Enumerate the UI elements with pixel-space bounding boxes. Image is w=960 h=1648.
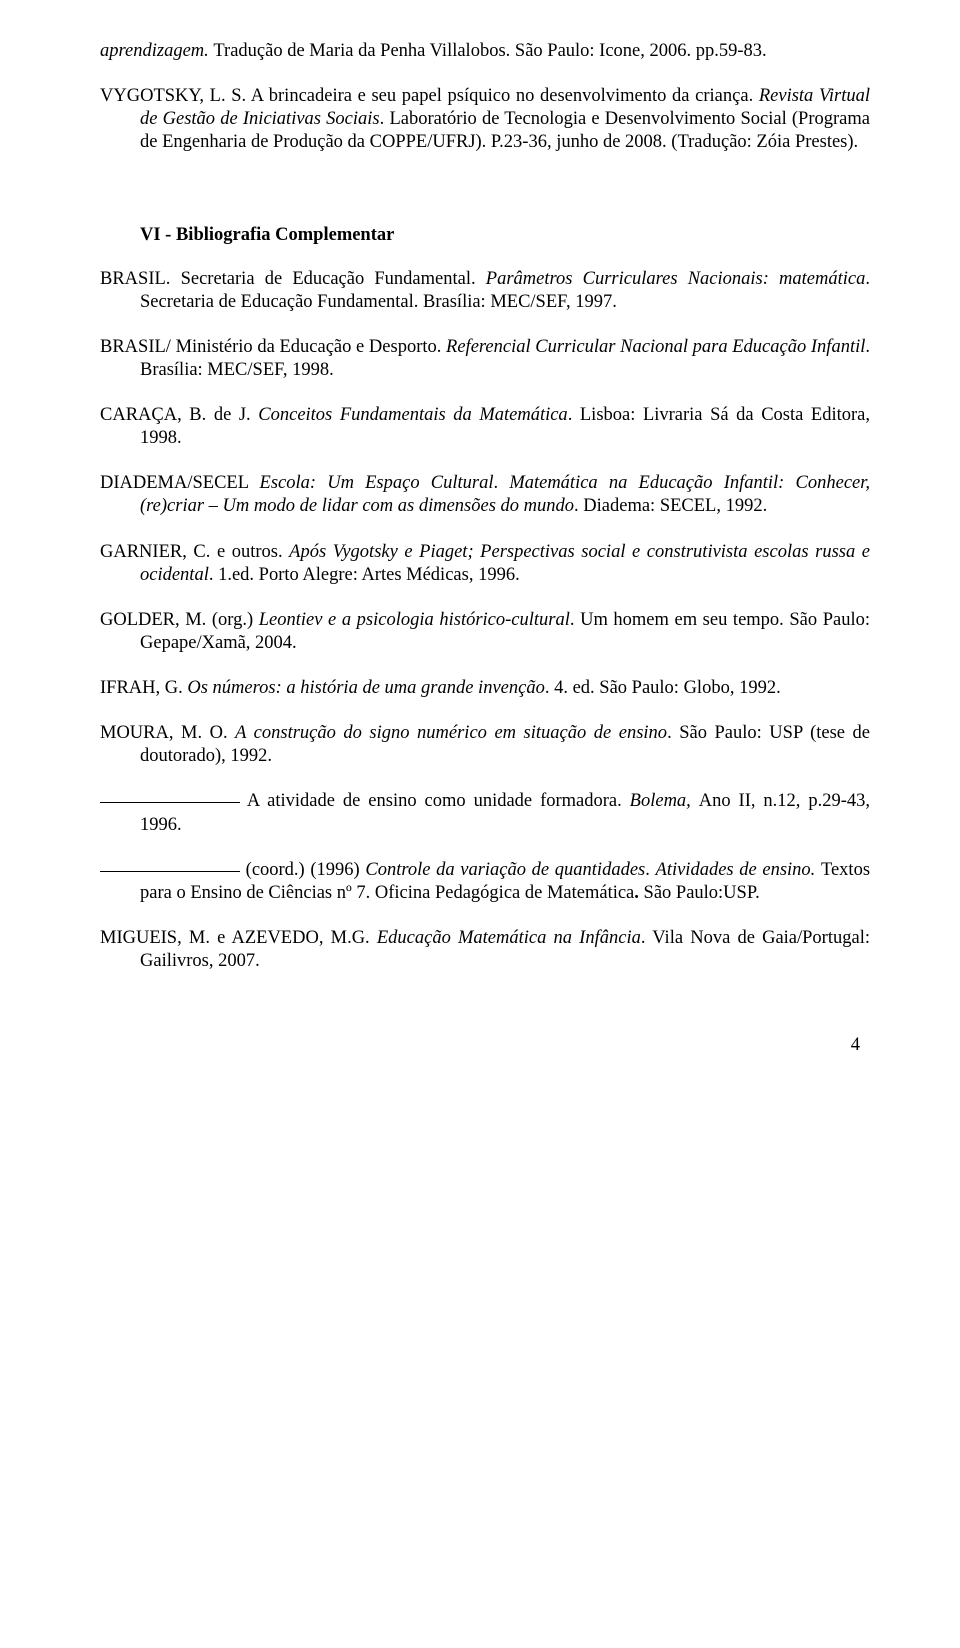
ref-entry: aprendizagem. Tradução de Maria da Penha…: [100, 40, 870, 63]
bib-text: DIADEMA/SECEL: [100, 473, 260, 493]
bib-entry: GARNIER, C. e outros. Após Vygotsky e Pi…: [100, 541, 870, 587]
bib-title-italic: Os números: a história de uma grande inv…: [187, 678, 544, 698]
ref-text: VYGOTSKY, L. S. A brincadeira e seu pape…: [100, 86, 759, 106]
bib-entry: MIGUEIS, M. e AZEVEDO, M.G. Educação Mat…: [100, 927, 870, 973]
bib-entry: CARAÇA, B. de J. Conceitos Fundamentais …: [100, 404, 870, 450]
bib-text: (coord.) (1996): [240, 860, 365, 880]
bib-title-italic: A construção do signo numérico em situaç…: [235, 723, 667, 743]
bib-title-italic: Atividades de ensino.: [656, 860, 821, 880]
bib-entry: DIADEMA/SECEL Escola: Um Espaço Cultural…: [100, 472, 870, 518]
bib-text: . 4. ed. São Paulo: Globo, 1992.: [545, 678, 781, 698]
page-container: aprendizagem. Tradução de Maria da Penha…: [0, 0, 960, 1096]
bib-title-italic: Escola: Um Espaço Cultural: [260, 473, 494, 493]
bib-text: GARNIER, C. e outros.: [100, 542, 289, 562]
bib-text: CARAÇA, B. de J.: [100, 405, 258, 425]
bib-entry: (coord.) (1996) Controle da variação de …: [100, 859, 870, 905]
bib-text: MIGUEIS, M. e AZEVEDO, M.G.: [100, 928, 377, 948]
bib-entry: IFRAH, G. Os números: a história de uma …: [100, 677, 870, 700]
ref-text: aprendizagem.: [100, 41, 213, 61]
section-heading: VI - Bibliografia Complementar: [140, 225, 870, 246]
bib-entry: A atividade de ensino como unidade forma…: [100, 790, 870, 836]
page-number: 4: [100, 995, 870, 1056]
ref-entry: VYGOTSKY, L. S. A brincadeira e seu pape…: [100, 85, 870, 154]
bib-text: . 1.ed. Porto Alegre: Artes Médicas, 199…: [209, 565, 520, 585]
bib-text: BRASIL/ Ministério da Educação e Desport…: [100, 337, 446, 357]
bib-entry: BRASIL/ Ministério da Educação e Desport…: [100, 336, 870, 382]
bib-title-italic: Referencial Curricular Nacional para Edu…: [446, 337, 865, 357]
author-repeat-line: [100, 871, 240, 872]
bib-text: .: [645, 860, 655, 880]
author-repeat-line: [100, 802, 240, 803]
bib-title-italic: Controle da variação de quantidades: [365, 860, 645, 880]
bib-title-italic: Conceitos Fundamentais da Matemática: [258, 405, 567, 425]
bib-text: .: [634, 883, 643, 903]
bib-title-italic: Bolema,: [630, 791, 699, 811]
bib-text: MOURA, M. O.: [100, 723, 235, 743]
bib-text: . Diadema: SECEL, 1992.: [574, 496, 767, 516]
bib-text: A atividade de ensino como unidade forma…: [240, 791, 630, 811]
ref-text: Tradução de Maria da Penha Villalobos. S…: [213, 41, 766, 61]
bib-title-italic: Leontiev e a psicologia histórico-cultur…: [259, 610, 570, 630]
bib-text: BRASIL. Secretaria de Educação Fundament…: [100, 269, 486, 289]
bib-title-italic: Parâmetros Curriculares Nacionais: matem…: [486, 269, 866, 289]
bib-entry: MOURA, M. O. A construção do signo numér…: [100, 722, 870, 768]
bib-text: São Paulo:USP.: [644, 883, 760, 903]
bib-entry: GOLDER, M. (org.) Leontiev e a psicologi…: [100, 609, 870, 655]
bib-text: GOLDER, M. (org.): [100, 610, 259, 630]
bib-text: .: [494, 473, 510, 493]
bib-text: IFRAH, G.: [100, 678, 187, 698]
bib-entry: BRASIL. Secretaria de Educação Fundament…: [100, 268, 870, 314]
bib-title-italic: Educação Matemática na Infância: [377, 928, 641, 948]
